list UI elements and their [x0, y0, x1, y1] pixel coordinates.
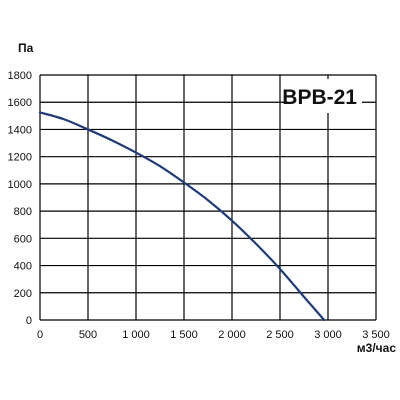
grid	[39, 74, 377, 321]
y-axis-label: Па	[18, 41, 34, 55]
y-tick-label-7: 1400	[8, 124, 32, 136]
x-tick-label-2: 1 000	[122, 329, 150, 341]
x-tick-label-6: 3 000	[314, 329, 342, 341]
x-tick-label-5: 2 500	[266, 329, 294, 341]
x-tick-labels: 0 500 1 000 1 500 2 000 2 500 3 000 3 500	[37, 329, 390, 341]
y-tick-labels: 0 200 400 600 800 1000 1200 1400 1600 1800	[8, 70, 32, 327]
series-line-0	[38, 111, 326, 322]
y-tick-label-3: 600	[14, 233, 32, 245]
y-tick-label-6: 1200	[8, 152, 32, 164]
y-tick-label-4: 800	[14, 206, 32, 218]
x-tick-label-1: 500	[79, 329, 97, 341]
y-tick-label-8: 1600	[8, 97, 32, 109]
y-tick-label-1: 200	[14, 288, 32, 300]
chart-title: BPB-21	[282, 86, 357, 109]
y-tick-label-0: 0	[26, 315, 32, 327]
chart-title-background	[288, 79, 362, 113]
y-tick-label-9: 1800	[8, 70, 32, 82]
x-axis-label: м3/час	[357, 341, 397, 355]
chart-title-box: BPB-21	[282, 79, 362, 113]
plot-area	[38, 111, 326, 322]
x-tick-label-4: 2 000	[218, 329, 246, 341]
y-tick-label-2: 400	[14, 261, 32, 273]
x-tick-label-3: 1 500	[170, 329, 198, 341]
y-tick-label-5: 1000	[8, 179, 32, 191]
x-tick-label-0: 0	[37, 329, 43, 341]
x-tick-label-7: 3 500	[362, 329, 390, 341]
